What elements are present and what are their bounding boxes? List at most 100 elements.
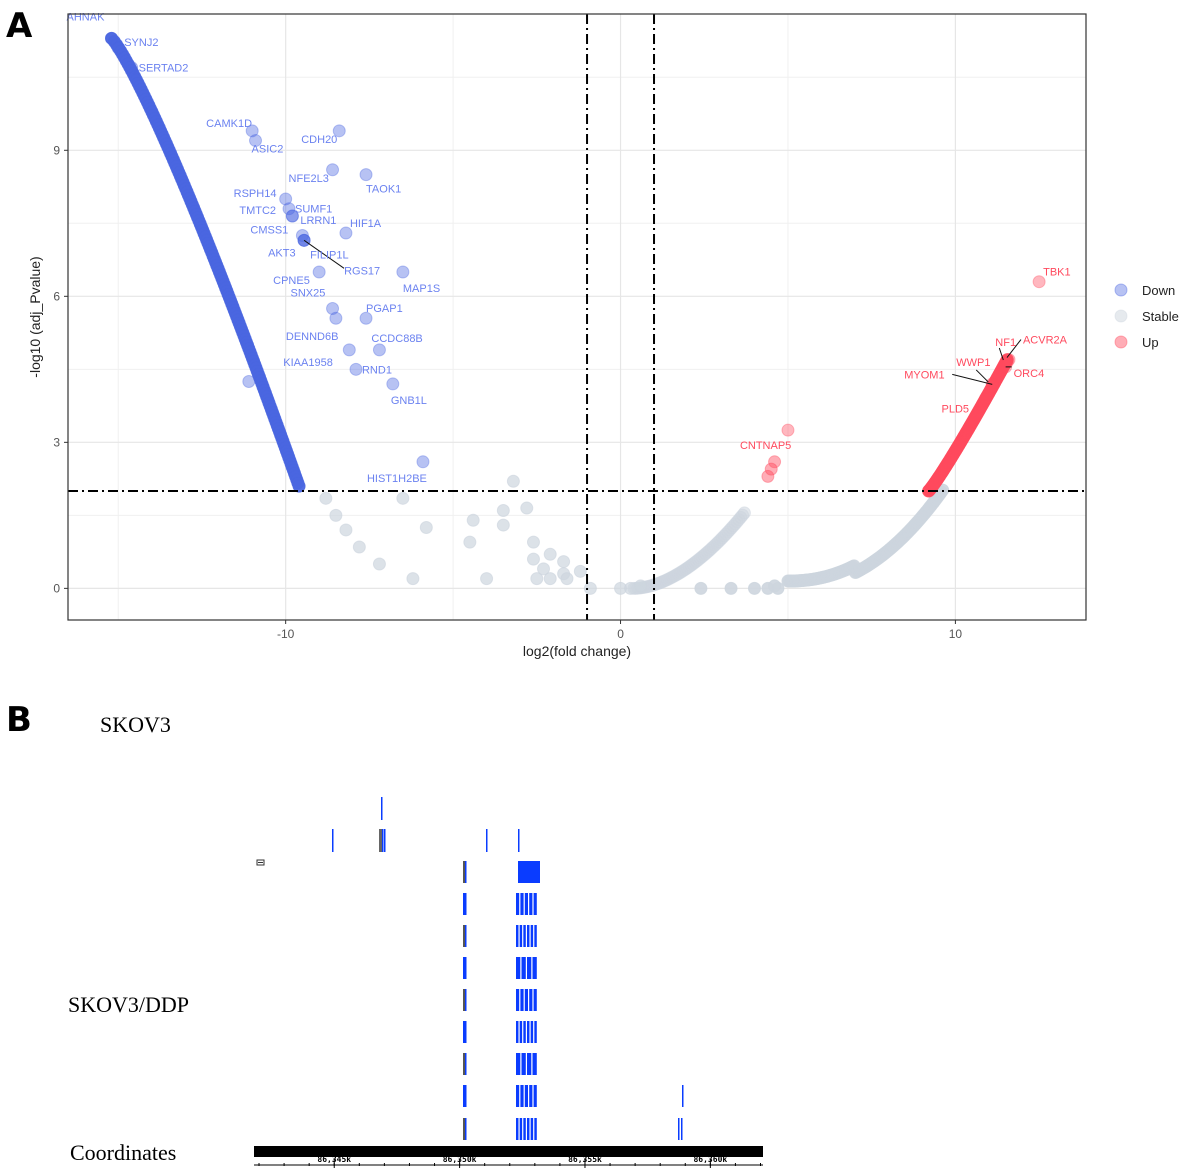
read-mark	[518, 861, 540, 883]
stable-point	[520, 501, 534, 515]
labeled-point	[781, 423, 795, 437]
labeled-point	[249, 134, 263, 148]
stable-point	[526, 535, 540, 549]
label-leader-lines	[303, 239, 1022, 385]
x-axis-label: log2(fold change)	[523, 643, 631, 659]
gene-label: MAP1S	[403, 283, 440, 295]
gene-label: TBK1	[1043, 267, 1071, 279]
labeled-point	[985, 379, 999, 393]
read-mark	[465, 1053, 467, 1075]
read-mark	[465, 861, 467, 883]
gene-label: NF1	[995, 337, 1016, 349]
read-mark	[530, 925, 534, 947]
read-mark	[520, 989, 524, 1011]
read-mark	[465, 1085, 467, 1107]
labeled-point	[979, 392, 993, 406]
stable-point	[557, 555, 571, 569]
gene-label: ASIC2	[252, 144, 284, 156]
legend-label-up: Up	[1142, 335, 1159, 350]
labeled-point	[359, 311, 373, 325]
labeled-point	[359, 168, 373, 182]
read-mark	[463, 925, 466, 947]
stable-point	[694, 581, 708, 595]
labeled-point	[125, 61, 139, 75]
labeled-point	[295, 228, 309, 242]
read-mark	[520, 1085, 524, 1107]
read-mark	[516, 957, 521, 979]
y-axis-ticks: 0 3 6 9	[53, 143, 68, 595]
stable-point	[319, 491, 333, 505]
read-mark	[465, 989, 467, 1011]
up-point	[768, 455, 782, 469]
gene-label: AKT3	[268, 247, 296, 259]
read-mark	[527, 1021, 530, 1043]
read-mark	[516, 893, 520, 915]
stable-point	[329, 508, 343, 522]
x-tick-label: 0	[617, 627, 624, 641]
y-tick-label: 0	[53, 581, 60, 595]
labeled-point	[326, 163, 340, 177]
read-mark	[465, 893, 467, 915]
stable-points	[319, 474, 950, 595]
stable-point	[526, 552, 540, 566]
read-mark	[533, 1085, 537, 1107]
stable-point	[496, 518, 510, 532]
gene-label: TAOK1	[366, 184, 401, 196]
legend-key-up	[1114, 335, 1128, 349]
read-mark	[534, 1021, 537, 1043]
gene-label: KIAA1958	[283, 357, 333, 369]
gene-label: HIST1H2BE	[367, 473, 427, 485]
stable-point	[372, 557, 386, 571]
read-mark	[516, 925, 519, 947]
coordinate-tick-label: 86,350k	[443, 1155, 477, 1164]
read-mark	[521, 1053, 526, 1075]
legend: Down Stable Up	[1114, 283, 1179, 350]
leader-line	[303, 239, 345, 269]
sample-label-skov3-ddp: SKOV3/DDP	[68, 992, 190, 1017]
read-mark	[681, 1118, 683, 1140]
leader-line	[1006, 339, 1022, 358]
read-mark	[463, 1118, 466, 1140]
legend-label-down: Down	[1142, 283, 1175, 298]
leader-line	[952, 373, 993, 385]
read-mark	[465, 925, 467, 947]
read-mark	[465, 1118, 467, 1140]
read-mark	[516, 1118, 519, 1140]
coordinate-tick-label: 86,360k	[693, 1155, 727, 1164]
read-mark	[463, 1021, 466, 1043]
stable-point	[543, 547, 557, 561]
plot-border	[67, 13, 1087, 621]
read-mark	[465, 957, 467, 979]
read-mark	[463, 1053, 466, 1075]
labeled-point	[349, 362, 363, 376]
gene-label: ORC4	[1014, 368, 1045, 380]
read-mark	[530, 1118, 534, 1140]
gene-label: GNB1L	[391, 395, 427, 407]
read-mark	[486, 829, 488, 852]
stable-point	[496, 503, 510, 517]
labeled-point	[332, 124, 346, 138]
y-axis-label: -log10 (adj_Pvalue)	[27, 256, 43, 377]
stable-point	[583, 581, 597, 595]
read-mark	[524, 1085, 528, 1107]
read-mark	[379, 829, 382, 852]
read-mark	[529, 1085, 533, 1107]
stable-point	[543, 572, 557, 586]
gene-label: RGS17	[344, 265, 380, 277]
labeled-point	[329, 311, 343, 325]
legend-label-stable: Stable	[1142, 309, 1179, 324]
read-mark	[463, 893, 466, 915]
stable-point	[480, 572, 494, 586]
sample-label-skov3: SKOV3	[100, 712, 171, 737]
up-points	[761, 275, 1046, 498]
read-mark	[463, 1085, 466, 1107]
down-points	[105, 31, 430, 493]
labeled-point	[1000, 355, 1014, 369]
labeled-point	[105, 31, 119, 45]
stable-point	[737, 506, 751, 520]
collapse-icon	[256, 859, 265, 866]
read-mark	[519, 925, 523, 947]
gene-label: MYOM1	[904, 369, 944, 381]
read-mark	[533, 989, 537, 1011]
read-mark	[381, 797, 383, 820]
